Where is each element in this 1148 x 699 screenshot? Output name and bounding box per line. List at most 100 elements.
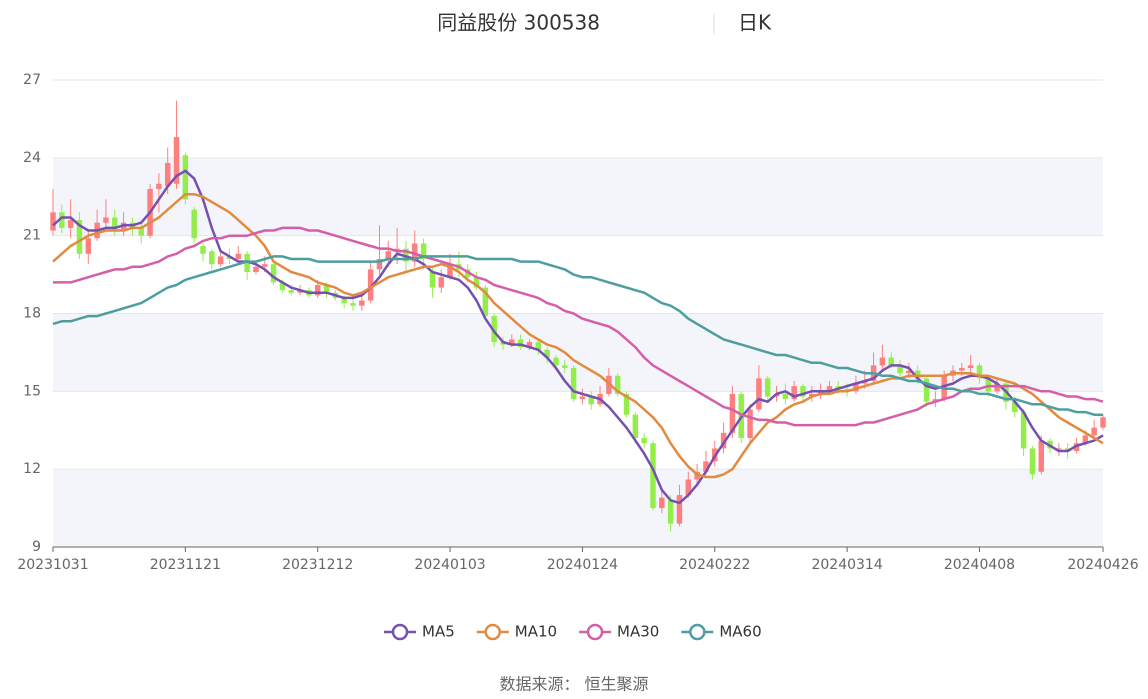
candle-body <box>59 212 65 228</box>
legend-symbol <box>391 623 409 641</box>
candle-body <box>553 357 559 366</box>
candle-body <box>1082 435 1089 444</box>
candle-body <box>747 409 753 439</box>
legend-label: MA5 <box>422 623 455 641</box>
candle-body <box>720 432 727 449</box>
candle-body <box>473 277 480 288</box>
candle-body <box>323 284 330 293</box>
candle-body <box>270 264 277 283</box>
candle-body <box>173 137 180 184</box>
y-tick-label: 18 <box>23 306 41 322</box>
legend-label: MA10 <box>515 623 557 641</box>
legend-item: MA10 <box>476 623 557 641</box>
candle-body <box>650 443 656 509</box>
candle-body <box>500 342 506 345</box>
candle-body <box>103 217 109 223</box>
legend-symbol <box>586 623 604 641</box>
candle-body <box>967 365 974 368</box>
candle-body <box>385 251 392 260</box>
candle-body <box>438 277 444 288</box>
candle-body <box>314 284 321 296</box>
candle-body <box>985 378 992 392</box>
legend-label: MA30 <box>617 623 659 641</box>
candle-body <box>482 287 489 317</box>
candle-body <box>676 495 683 524</box>
candle-body <box>76 220 83 254</box>
candle-body <box>879 357 886 366</box>
x-tick-label: 20231031 <box>17 557 88 573</box>
candle-body <box>429 271 436 288</box>
legend-symbol <box>689 623 706 641</box>
candle-body <box>959 367 965 371</box>
candle-body <box>729 393 736 433</box>
candle-body <box>67 220 74 228</box>
candle-body <box>235 253 242 260</box>
split-area <box>53 157 1103 236</box>
candle-body <box>164 163 171 187</box>
legend-item: MA30 <box>579 623 659 641</box>
x-tick-label: 20240222 <box>679 557 750 573</box>
candle-body <box>888 357 894 366</box>
legend-symbol <box>484 623 501 641</box>
candle-body <box>800 386 806 397</box>
candle-body <box>579 396 586 400</box>
candle-body <box>544 349 550 358</box>
x-tick-label: 20231212 <box>282 557 353 573</box>
candle-body <box>191 209 197 239</box>
y-tick-label: 15 <box>23 383 41 399</box>
candle-body <box>1012 401 1018 413</box>
ma-line <box>52 192 1104 479</box>
candle-body <box>1056 448 1062 450</box>
candle-body <box>623 393 630 415</box>
ma-line <box>53 226 1104 427</box>
candle-body <box>112 217 118 231</box>
y-tick-label: 9 <box>32 539 41 555</box>
ma-line <box>52 255 1103 416</box>
candle-body <box>1020 412 1027 449</box>
candle-body <box>491 316 497 343</box>
candle-body <box>279 282 286 291</box>
y-tick-label: 12 <box>23 461 41 477</box>
candle-body <box>262 264 268 267</box>
candle-body <box>1100 417 1106 428</box>
candle-body <box>253 266 259 272</box>
x-tick-label: 20240408 <box>944 557 1015 573</box>
candle-body <box>85 238 92 254</box>
candle-body <box>614 375 621 394</box>
candle-body <box>217 256 224 265</box>
candle-body <box>138 227 144 236</box>
candle-body <box>288 290 294 293</box>
candle-body <box>376 259 383 270</box>
candle-body <box>156 183 162 189</box>
candle-body <box>1029 448 1036 475</box>
legend-item: MA60 <box>681 623 762 641</box>
candle-body <box>182 155 189 200</box>
candle-body <box>923 378 930 402</box>
candle-body <box>756 378 762 410</box>
split-area <box>53 469 1103 547</box>
x-tick-label: 20240103 <box>414 557 485 573</box>
chart-subtitle: 日K <box>738 11 772 35</box>
x-tick-label: 20240426 <box>1067 557 1138 573</box>
candle-body <box>914 370 921 379</box>
candle-body <box>588 396 594 405</box>
candle-body <box>570 367 577 400</box>
candle-body <box>685 479 692 496</box>
x-tick-label: 20231121 <box>150 557 221 573</box>
candle-body <box>1091 427 1097 436</box>
candle-body <box>200 246 206 254</box>
y-tick-label: 21 <box>23 228 41 244</box>
candle-body <box>50 212 56 231</box>
candle-body <box>976 365 983 379</box>
candle-body <box>632 414 639 439</box>
source-note: 数据来源： 恒生聚源 <box>499 675 648 694</box>
candle-body <box>341 297 347 304</box>
candle-body <box>509 339 515 345</box>
candle-body <box>703 461 709 472</box>
candle-body <box>517 339 524 348</box>
candle-body <box>659 497 665 509</box>
candle-body <box>1038 440 1044 472</box>
candle-body <box>562 365 568 368</box>
candle-body <box>526 342 533 348</box>
